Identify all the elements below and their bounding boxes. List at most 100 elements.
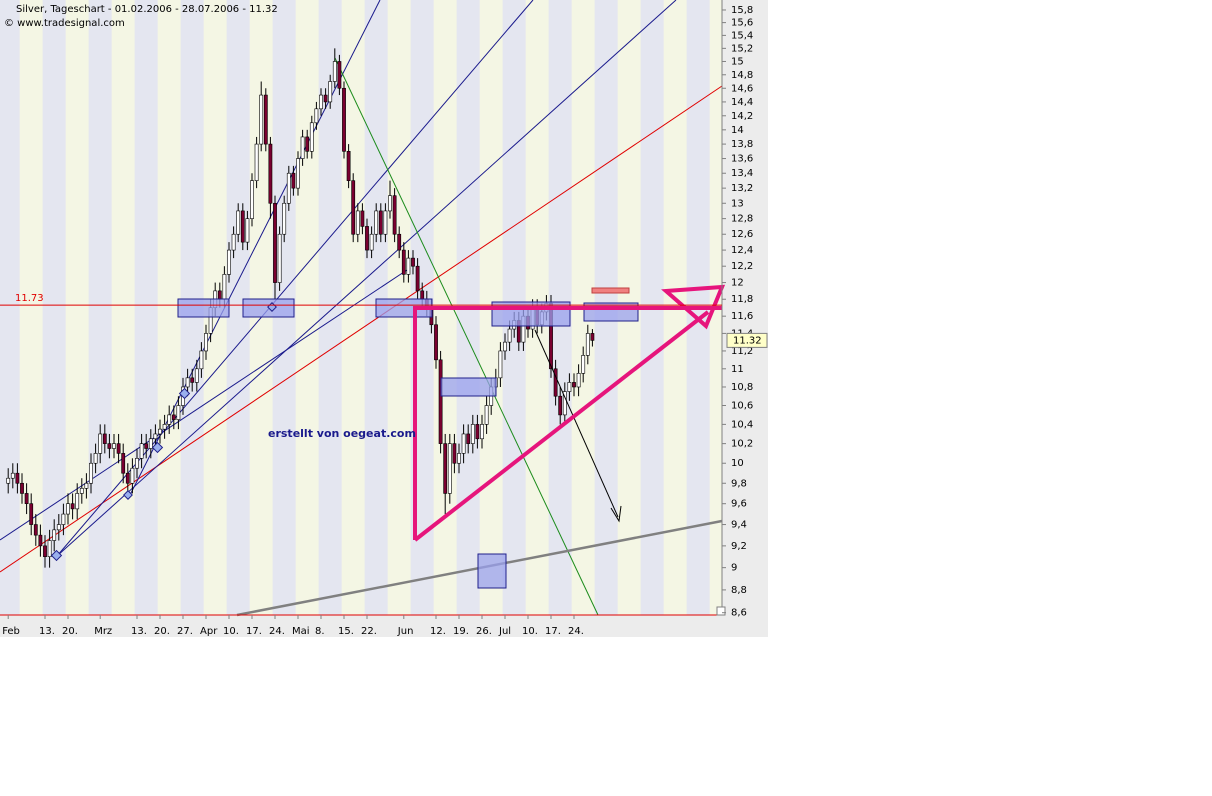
x-tick-label: 20. xyxy=(62,626,78,637)
candle-body xyxy=(135,458,139,469)
candle-body xyxy=(236,210,241,235)
y-tick-label: 13,6 xyxy=(731,154,753,165)
y-tick-label: 10,2 xyxy=(731,439,753,450)
candle-body xyxy=(222,274,227,300)
y-tick-label: 11 xyxy=(731,364,744,375)
x-tick-label: 24. xyxy=(269,626,285,637)
candle-body xyxy=(443,443,448,494)
candle-body xyxy=(10,472,15,479)
candle-body xyxy=(148,438,153,449)
candle-body xyxy=(79,488,84,494)
candle-body xyxy=(56,524,61,531)
candle-body xyxy=(125,472,130,484)
candle-body xyxy=(204,333,208,352)
y-tick-label: 9,6 xyxy=(731,499,747,510)
candle-body xyxy=(162,424,167,430)
candle-body xyxy=(300,136,305,159)
x-tick-label: 26. xyxy=(476,626,492,637)
candle-body xyxy=(52,529,57,541)
candle-body xyxy=(323,94,328,103)
candle-body xyxy=(167,414,172,425)
corner-button[interactable] xyxy=(716,606,726,616)
candle-body xyxy=(296,158,300,189)
y-tick-label: 13 xyxy=(731,198,744,209)
candle-body xyxy=(576,373,581,388)
y-tick-label: 14,2 xyxy=(731,111,753,122)
candle-body xyxy=(194,368,199,383)
x-tick-label: 8. xyxy=(315,626,325,637)
candle-body xyxy=(383,210,388,235)
week-stripe xyxy=(134,0,158,615)
y-tick-label: 13,8 xyxy=(731,139,753,150)
candle-body xyxy=(365,226,369,251)
week-stripe xyxy=(42,0,66,615)
arrow-head xyxy=(610,505,622,523)
candle-body xyxy=(457,453,461,464)
x-tick-label: 19. xyxy=(453,626,469,637)
x-tick-label: 12. xyxy=(430,626,446,637)
y-tick-label: 12,8 xyxy=(731,214,753,225)
chart-subtitle: © www.tradesignal.com xyxy=(4,18,125,29)
candle-body xyxy=(75,493,80,510)
candle-body xyxy=(93,453,98,464)
anchor-marker xyxy=(151,441,164,454)
candle-body xyxy=(66,503,70,515)
candle-body xyxy=(562,391,567,416)
candle-body xyxy=(6,477,11,484)
candle-body xyxy=(342,87,346,152)
candle-body xyxy=(392,195,397,235)
y-tick-label: 15,2 xyxy=(731,43,753,54)
week-stripe xyxy=(226,0,250,615)
zone-box xyxy=(477,553,507,589)
y-tick-label: 14 xyxy=(731,125,744,136)
y-tick-label: 12 xyxy=(731,278,744,289)
candle-body xyxy=(291,172,296,189)
candle-body xyxy=(89,462,93,484)
candle-body xyxy=(480,424,484,440)
candle-body xyxy=(84,482,89,489)
candle-body xyxy=(240,210,245,243)
x-tick-label: 10. xyxy=(522,626,538,637)
candle-body xyxy=(452,443,457,464)
y-tick-label: 10,4 xyxy=(731,419,753,430)
candle-body xyxy=(43,545,47,557)
candle-body xyxy=(282,202,287,235)
candle-body xyxy=(144,443,149,449)
candle-body xyxy=(314,108,319,124)
y-tick-label: 11,8 xyxy=(731,294,753,305)
candle-body xyxy=(158,428,162,435)
x-tick-label: 15. xyxy=(338,626,354,637)
candle-body xyxy=(227,249,231,275)
candle-body xyxy=(263,94,268,145)
candle-body xyxy=(309,122,314,152)
x-tick-label: Jul xyxy=(498,626,511,637)
y-tick-label: 14,6 xyxy=(731,83,753,94)
candle-body xyxy=(319,94,323,110)
candle-body xyxy=(567,382,572,392)
y-tick-label: 11,2 xyxy=(731,346,753,357)
anchor-marker xyxy=(50,549,63,562)
anchor-marker xyxy=(123,490,133,500)
x-tick-label: 27. xyxy=(177,626,193,637)
candle-body xyxy=(70,503,75,510)
candle-body xyxy=(185,377,190,388)
candle-body xyxy=(355,210,360,235)
candle-body xyxy=(438,359,443,444)
candle-body xyxy=(378,210,383,235)
week-stripe xyxy=(19,0,43,615)
candle-body xyxy=(484,405,489,425)
candle-body xyxy=(259,94,264,145)
y-tick-label: 12,6 xyxy=(731,229,753,240)
candle-body xyxy=(107,443,112,449)
y-tick-label: 9,2 xyxy=(731,541,747,552)
candle-body xyxy=(388,195,392,212)
y-tick-label: 9 xyxy=(731,563,737,574)
candle-body xyxy=(112,443,116,449)
candle-body xyxy=(346,150,351,181)
candle-body xyxy=(277,233,282,283)
y-tick-label: 12,2 xyxy=(731,261,753,272)
level-label: 11.73 xyxy=(15,293,44,304)
y-tick-label: 10 xyxy=(731,458,744,469)
y-tick-label: 9,4 xyxy=(731,520,747,531)
